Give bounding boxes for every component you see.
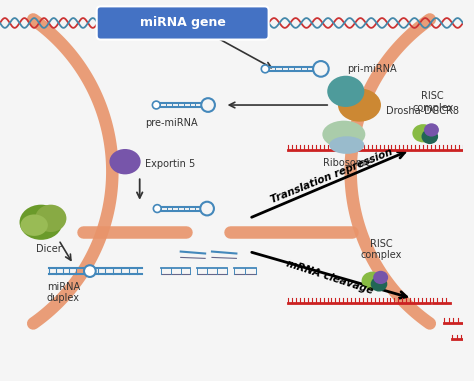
Text: miRNA gene: miRNA gene (140, 16, 226, 29)
Circle shape (154, 205, 161, 213)
Ellipse shape (338, 88, 381, 122)
Ellipse shape (19, 205, 63, 240)
Ellipse shape (412, 124, 434, 142)
Ellipse shape (371, 277, 387, 291)
Text: Ribosome: Ribosome (323, 158, 371, 168)
Ellipse shape (362, 272, 383, 290)
Text: Dicer: Dicer (36, 244, 62, 254)
Text: miRNA
duplex: miRNA duplex (47, 282, 80, 303)
Text: pri-miRNA: pri-miRNA (347, 64, 396, 74)
Ellipse shape (329, 136, 365, 154)
Text: Drosha-DGCR8: Drosha-DGCR8 (386, 106, 459, 116)
Ellipse shape (424, 123, 439, 136)
FancyBboxPatch shape (97, 6, 269, 40)
Ellipse shape (20, 215, 48, 236)
Text: Exportin 5: Exportin 5 (145, 158, 195, 169)
Ellipse shape (109, 149, 141, 174)
Ellipse shape (322, 121, 365, 148)
Circle shape (261, 65, 269, 73)
Text: Translation repression: Translation repression (270, 147, 394, 205)
Ellipse shape (373, 271, 388, 284)
Ellipse shape (327, 76, 365, 107)
Text: RISC
complex: RISC complex (412, 91, 454, 113)
Ellipse shape (421, 129, 438, 144)
Text: pre-miRNA: pre-miRNA (145, 118, 197, 128)
Text: mRNA cleavage: mRNA cleavage (285, 258, 375, 296)
Ellipse shape (35, 205, 66, 232)
Circle shape (84, 265, 96, 277)
Text: RISC
complex: RISC complex (360, 239, 401, 260)
Circle shape (152, 101, 160, 109)
